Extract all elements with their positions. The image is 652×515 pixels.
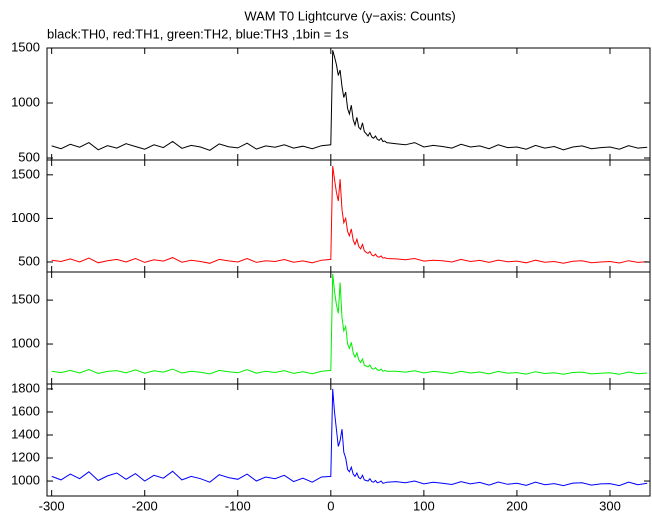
- y-tick-label: 1500: [11, 39, 40, 54]
- y-tick-label: 1000: [11, 472, 40, 487]
- light-curve: [51, 166, 648, 264]
- y-tick-label: 500: [18, 253, 40, 268]
- y-tick-label: 500: [18, 149, 40, 164]
- chart-title: WAM T0 Lightcurve (y−axis: Counts): [244, 8, 455, 23]
- y-tick-label: 1500: [11, 292, 40, 307]
- plot-frame: [46, 383, 651, 497]
- y-tick-label: 1600: [11, 403, 40, 418]
- x-tick-label: -200: [132, 498, 158, 513]
- chart-subtitle: black:TH0, red:TH1, green:TH2, blue:TH3 …: [47, 26, 349, 41]
- light-curve: [51, 388, 648, 487]
- light-curve: [51, 50, 648, 151]
- y-tick-label: 1400: [11, 426, 40, 441]
- x-tick-label: 100: [413, 498, 435, 513]
- x-tick-label: -300: [39, 498, 65, 513]
- x-tick-label: -100: [225, 498, 251, 513]
- y-tick-label: 1000: [11, 335, 40, 350]
- plot-frame: [46, 271, 651, 385]
- y-tick-label: 1800: [11, 380, 40, 395]
- x-tick-label: 0: [327, 498, 334, 513]
- plot-frame: [46, 47, 651, 161]
- plot-frame: [46, 159, 651, 273]
- light-curve: [51, 273, 648, 375]
- y-tick-label: 1000: [11, 210, 40, 225]
- y-tick-label: 1500: [11, 166, 40, 181]
- x-tick-label: 200: [506, 498, 528, 513]
- x-tick-label: 300: [599, 498, 621, 513]
- y-tick-label: 1200: [11, 449, 40, 464]
- y-tick-label: 1000: [11, 94, 40, 109]
